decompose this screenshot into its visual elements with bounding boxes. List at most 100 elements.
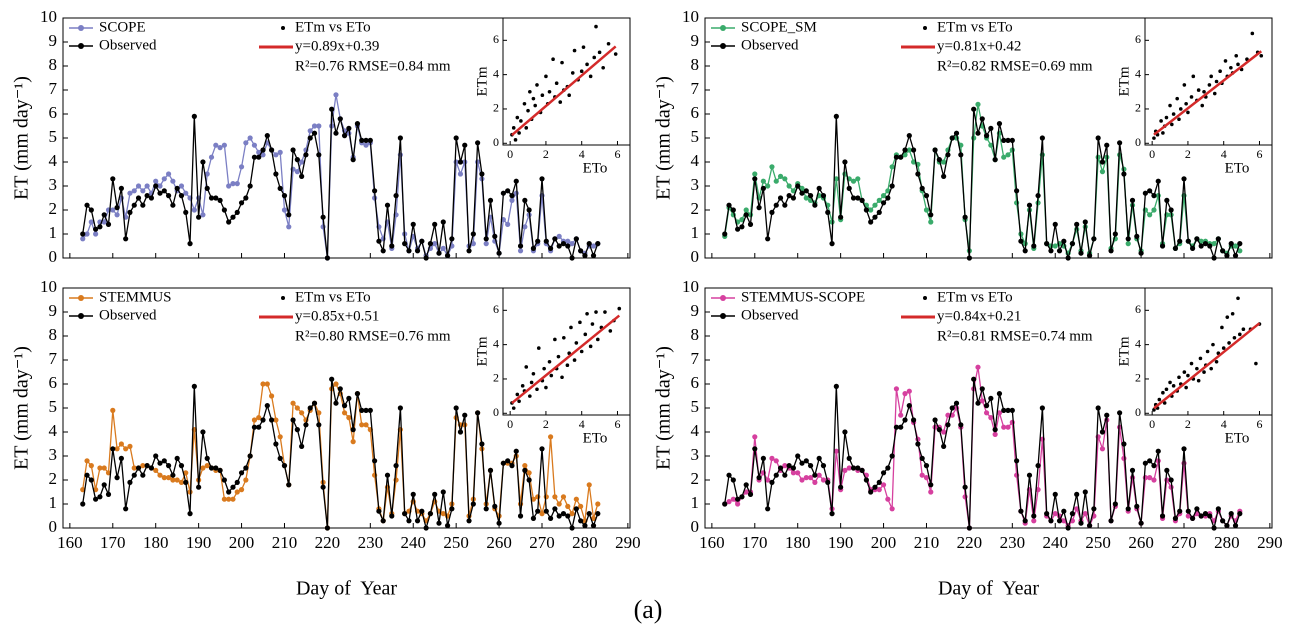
series-point — [234, 489, 240, 495]
scatter-point — [1189, 95, 1194, 99]
scatter-point — [1189, 361, 1194, 366]
series-point — [1138, 250, 1144, 256]
series-point — [782, 176, 788, 182]
series-point — [135, 465, 142, 471]
series-point — [350, 427, 356, 433]
series-point — [260, 147, 266, 153]
series-point — [178, 463, 185, 469]
scatter-point — [1196, 88, 1201, 92]
series-point — [144, 463, 150, 469]
series-point — [346, 125, 352, 131]
series-point — [1185, 238, 1191, 244]
series-point — [833, 383, 839, 389]
scatter-point — [562, 335, 566, 340]
series-point — [376, 508, 382, 514]
series-point — [226, 496, 232, 502]
inset-y-tick-label: 0 — [1135, 405, 1141, 419]
legend-label: y=0.85x+0.51 — [295, 308, 379, 324]
series-point — [586, 241, 592, 247]
series-point — [1035, 463, 1041, 469]
x-axis-label: Day of Year — [296, 578, 397, 600]
y-tick-label: 3 — [691, 445, 700, 464]
y-tick-label: 8 — [691, 55, 700, 74]
scatter-point — [551, 57, 555, 61]
series-point — [735, 501, 741, 507]
series-point — [846, 455, 852, 461]
series-point — [816, 472, 822, 478]
series-point — [84, 231, 90, 237]
series-point — [885, 465, 891, 471]
series-point — [483, 241, 489, 247]
scatter-point — [1157, 397, 1162, 402]
series-point — [118, 185, 124, 191]
series-point — [294, 169, 300, 175]
inset-x-tick-label: 6 — [614, 417, 620, 431]
legend-label: Observed — [99, 307, 157, 323]
series-point — [752, 171, 758, 177]
series-point — [208, 195, 215, 201]
series-point — [341, 133, 348, 139]
legend-marker — [78, 313, 84, 319]
x-tick-label: 290 — [615, 533, 641, 552]
scatter-point — [519, 119, 523, 123]
series-point — [928, 482, 934, 488]
series-point — [466, 248, 472, 254]
series-point — [560, 510, 567, 517]
series-point — [475, 140, 481, 146]
series-point — [1065, 525, 1071, 531]
series-point — [846, 465, 852, 471]
series-point — [595, 510, 601, 517]
y-tick-label: 3 — [49, 175, 58, 194]
series-point — [131, 188, 137, 194]
series-point — [226, 489, 232, 495]
series-point — [582, 523, 588, 529]
series-point — [799, 185, 805, 191]
series-point — [93, 231, 99, 237]
series-point — [803, 475, 809, 481]
series-point — [790, 465, 797, 471]
x-axis-label: Day of Year — [938, 578, 1039, 600]
series-point — [760, 455, 766, 461]
series-point — [573, 506, 579, 512]
series-point — [307, 128, 313, 134]
series-point — [1168, 207, 1174, 213]
series-point — [110, 446, 116, 452]
series-point — [543, 238, 549, 244]
legend-label: Observed — [741, 307, 799, 323]
series-point — [234, 209, 240, 215]
series-point — [760, 185, 766, 191]
inset-y-label: ETm — [1116, 336, 1132, 366]
y-tick-label: 1 — [49, 223, 58, 242]
series-point — [556, 513, 562, 519]
series-point — [795, 470, 801, 476]
series-point — [359, 407, 365, 413]
series-point — [470, 231, 476, 237]
series-point — [722, 501, 728, 507]
series-point — [93, 226, 99, 232]
series-point — [765, 506, 771, 512]
scatter-point — [1205, 349, 1210, 354]
y-tick-label: 10 — [682, 7, 699, 26]
series-point — [928, 219, 934, 225]
inset-x-tick-label: 0 — [507, 147, 513, 161]
series-point — [273, 152, 279, 158]
series-point — [726, 472, 732, 478]
scatter-point — [1227, 341, 1231, 345]
series-point — [406, 518, 412, 524]
series-point — [816, 185, 822, 191]
series-point — [535, 508, 541, 514]
inset-x-label: ETo — [583, 430, 608, 446]
series-point — [1112, 231, 1118, 237]
series-point — [941, 159, 947, 165]
series-point — [97, 465, 103, 471]
series-point — [560, 494, 567, 500]
series-point — [1202, 241, 1209, 247]
series-point — [1151, 463, 1157, 469]
series-point — [816, 455, 822, 461]
series-point — [893, 386, 900, 392]
series-point — [790, 195, 797, 201]
legend-marker — [923, 26, 927, 30]
series-point — [148, 465, 155, 471]
series-point — [1061, 518, 1067, 524]
series-point — [1108, 518, 1114, 524]
